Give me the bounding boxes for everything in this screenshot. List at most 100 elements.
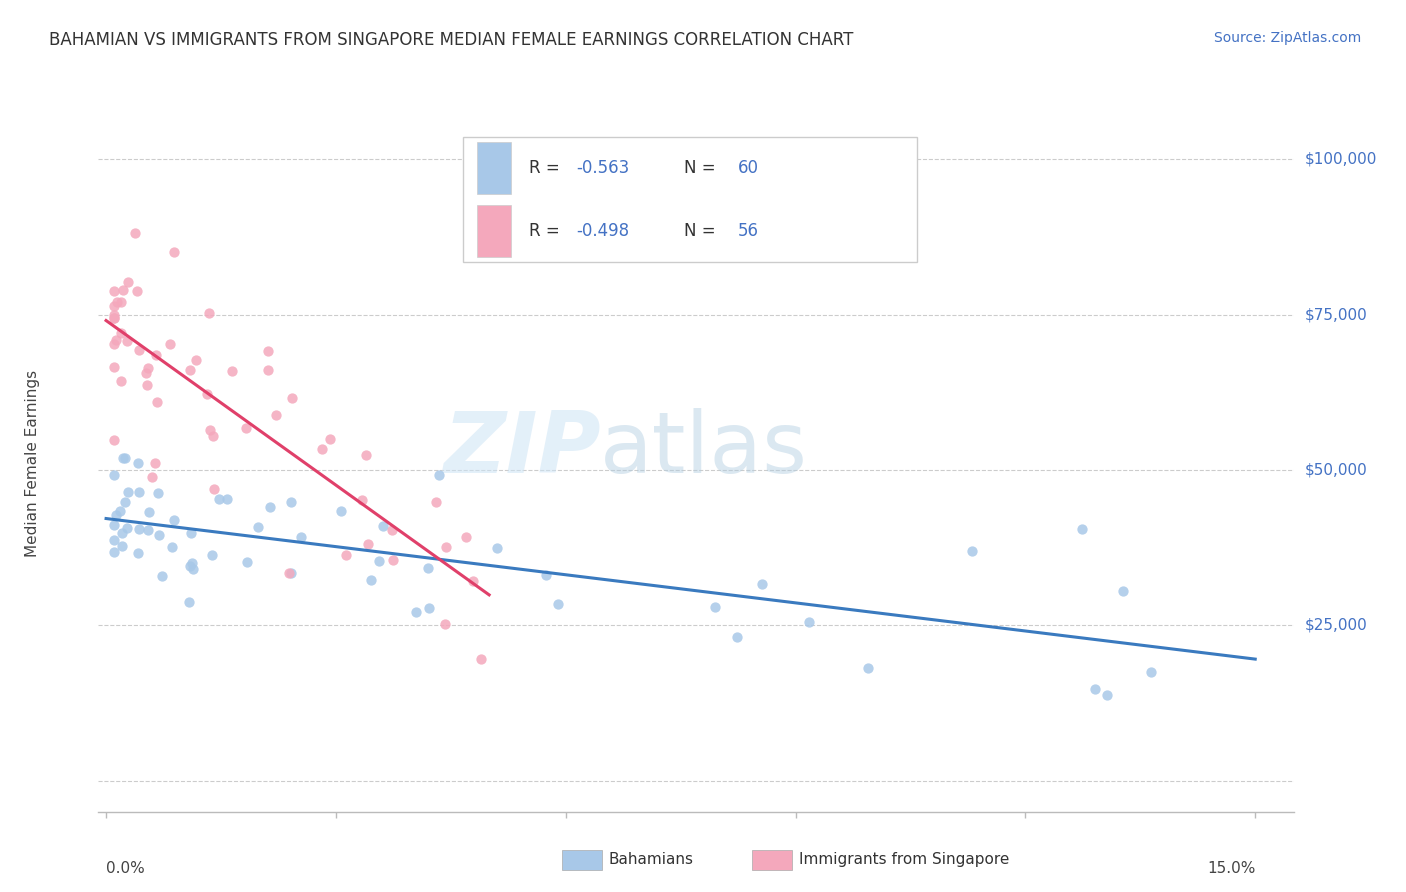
Text: BAHAMIAN VS IMMIGRANTS FROM SINGAPORE MEDIAN FEMALE EARNINGS CORRELATION CHART: BAHAMIAN VS IMMIGRANTS FROM SINGAPORE ME… (49, 31, 853, 49)
Point (110, 374, 132, 388)
Point (111, 283, 134, 297)
Point (128, 343, 150, 358)
FancyBboxPatch shape (477, 204, 510, 257)
Point (150, 569, 173, 583)
Point (797, 615, 820, 629)
Point (281, 391, 304, 405)
Text: R =: R = (529, 222, 565, 240)
Point (350, 493, 373, 508)
Point (103, 310, 125, 325)
Point (486, 541, 509, 556)
Point (221, 363, 243, 377)
Point (114, 495, 136, 509)
Text: atlas: atlas (600, 409, 808, 491)
Point (195, 387, 218, 401)
Point (141, 470, 163, 484)
Point (280, 566, 302, 580)
Point (124, 226, 146, 240)
Point (108, 503, 131, 517)
Point (103, 434, 125, 448)
Point (128, 485, 150, 500)
Point (547, 597, 569, 611)
Point (335, 548, 357, 562)
Point (1084, 681, 1107, 696)
Point (470, 652, 492, 666)
Point (425, 494, 447, 508)
Text: R =: R = (529, 159, 565, 178)
Point (180, 526, 202, 541)
Point (136, 378, 159, 392)
Point (145, 348, 167, 362)
Point (434, 541, 457, 555)
FancyBboxPatch shape (463, 136, 917, 262)
Point (184, 352, 207, 367)
Point (181, 556, 204, 570)
Text: 56: 56 (738, 222, 759, 240)
Point (103, 545, 125, 559)
Point (148, 528, 170, 542)
Point (1071, 522, 1094, 536)
Point (329, 504, 352, 518)
Text: $25,000: $25,000 (1305, 618, 1368, 632)
Point (177, 595, 200, 609)
Text: $75,000: $75,000 (1305, 307, 1368, 322)
Point (381, 523, 404, 537)
Point (112, 450, 135, 465)
Point (534, 568, 557, 582)
Text: $100,000: $100,000 (1305, 152, 1376, 167)
Point (105, 295, 128, 310)
Text: -0.563: -0.563 (576, 159, 630, 178)
Point (103, 299, 125, 313)
Point (111, 540, 134, 554)
Point (136, 523, 159, 537)
Point (179, 362, 201, 376)
Point (117, 275, 139, 289)
Point (418, 561, 440, 575)
Point (264, 408, 287, 422)
Point (280, 494, 302, 508)
Point (371, 519, 394, 533)
Point (104, 508, 127, 523)
Point (201, 549, 224, 563)
Point (433, 617, 456, 632)
Point (181, 561, 204, 575)
Point (114, 450, 136, 465)
FancyBboxPatch shape (477, 142, 510, 194)
Point (246, 520, 269, 534)
Point (290, 530, 312, 544)
Point (103, 360, 125, 375)
Point (115, 521, 138, 535)
Point (128, 522, 150, 536)
Point (103, 517, 125, 532)
Point (135, 366, 157, 380)
Point (198, 306, 221, 320)
Text: Median Female Earnings: Median Female Earnings (25, 370, 41, 558)
Point (318, 432, 340, 446)
Point (103, 336, 125, 351)
Point (960, 544, 983, 558)
Point (236, 555, 259, 569)
Point (127, 456, 149, 470)
Text: $50,000: $50,000 (1305, 463, 1368, 477)
Point (1095, 688, 1118, 702)
Point (163, 244, 186, 259)
Point (461, 574, 484, 589)
Text: 60: 60 (738, 159, 759, 178)
Point (202, 482, 225, 496)
Point (277, 566, 299, 580)
Point (751, 576, 773, 591)
Point (146, 485, 169, 500)
Point (136, 361, 159, 376)
Point (159, 337, 181, 351)
Point (110, 326, 132, 340)
Text: Source: ZipAtlas.com: Source: ZipAtlas.com (1213, 31, 1361, 45)
Text: 15.0%: 15.0% (1206, 862, 1256, 877)
Point (117, 334, 139, 348)
Point (103, 308, 125, 322)
Point (146, 395, 169, 409)
Point (104, 333, 127, 347)
Point (162, 540, 184, 554)
Point (1139, 665, 1161, 679)
Point (163, 513, 186, 527)
Text: ZIP: ZIP (443, 409, 600, 491)
